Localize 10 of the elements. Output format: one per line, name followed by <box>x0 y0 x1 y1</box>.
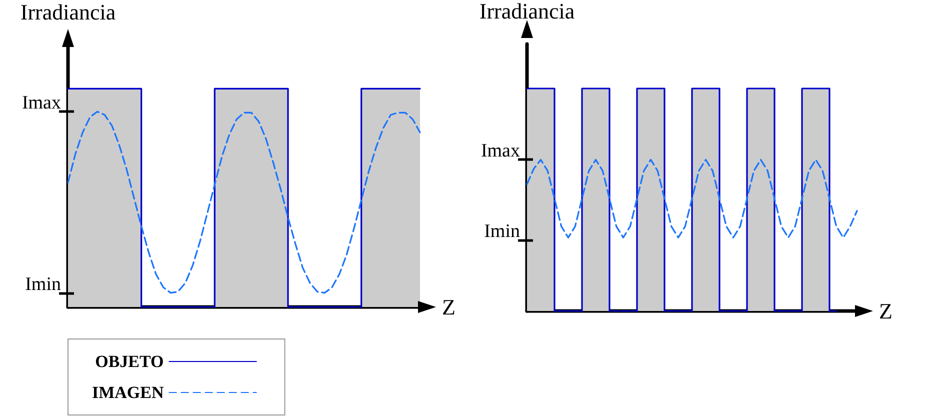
ref-line-label: Imax <box>480 140 520 162</box>
text: OBJETO <box>95 352 164 371</box>
ref-line-label: Imin <box>484 220 520 242</box>
y-axis-title: Irradiancia <box>20 0 116 24</box>
x-axis-title: Z <box>879 298 892 324</box>
x-axis-title: Z <box>442 294 456 320</box>
ref-line-label: Imin <box>25 274 62 295</box>
y-axis-title: Irradiancia <box>479 0 575 24</box>
ref-line-label: Imax <box>22 92 62 114</box>
legend-label: IMAGEN <box>92 383 164 402</box>
